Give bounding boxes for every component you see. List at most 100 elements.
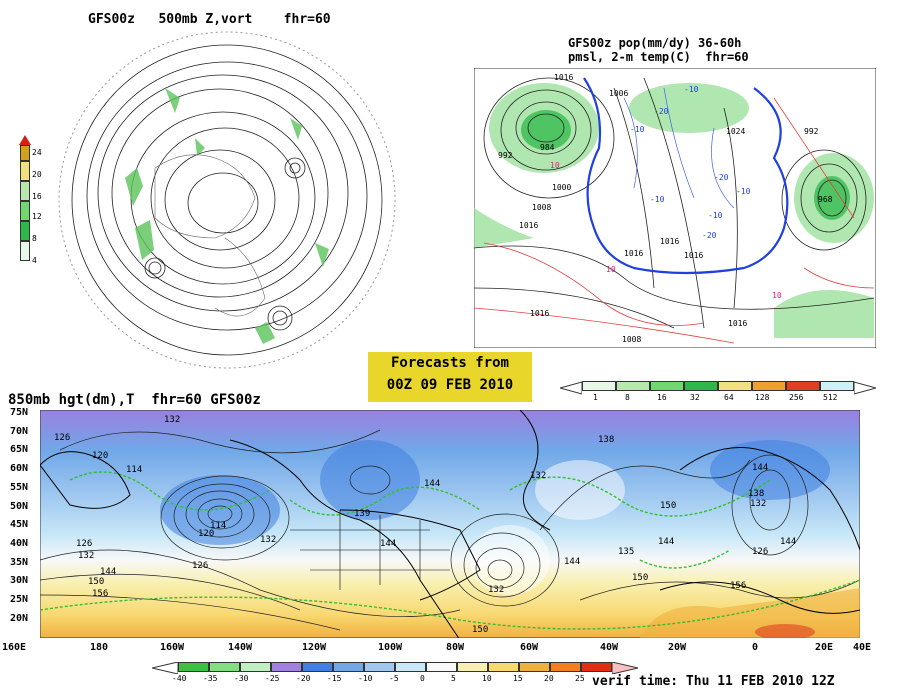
contour-label: 132 bbox=[750, 499, 766, 509]
latitude-label: 20N bbox=[10, 612, 29, 624]
colorbar-tick: 64 bbox=[724, 393, 734, 402]
colorbar-tick: 20 bbox=[544, 674, 554, 683]
contour-label: 144 bbox=[424, 479, 440, 489]
polar-map bbox=[58, 31, 396, 369]
contour-label: 120 bbox=[92, 451, 108, 461]
contour-label: 114 bbox=[210, 521, 226, 531]
colorbar-tick: 4 bbox=[32, 256, 37, 265]
isobar-label: 1016 bbox=[728, 319, 747, 328]
colorbar-tick: -30 bbox=[234, 674, 249, 683]
contour-label: 126 bbox=[76, 539, 92, 549]
precip-colorbar bbox=[582, 381, 854, 391]
banner-line2: 00Z 09 FEB 2010 bbox=[386, 377, 514, 393]
verif-time: verif time: Thu 11 FEB 2010 12Z bbox=[592, 674, 835, 689]
contour-label: 144 bbox=[752, 463, 768, 473]
colorbar-tick: 8 bbox=[32, 234, 37, 243]
longitude-label: 40W bbox=[600, 642, 619, 653]
contour-label: 132 bbox=[78, 551, 94, 561]
colorbar-tick: 25 bbox=[575, 674, 585, 683]
colorbar-tick: 128 bbox=[755, 393, 770, 402]
contour-label: 135 bbox=[618, 547, 634, 557]
polar-colorbar bbox=[19, 135, 31, 261]
contour-label: 132 bbox=[488, 585, 504, 595]
temp-label: -10 bbox=[630, 125, 645, 134]
isobar-label: 1016 bbox=[519, 221, 538, 230]
isobar-label: 1016 bbox=[624, 249, 643, 258]
colorbar-tick: 15 bbox=[513, 674, 523, 683]
colorbar-tick: -15 bbox=[327, 674, 342, 683]
isobar-label: 1016 bbox=[684, 251, 703, 260]
contour-label: 150 bbox=[660, 501, 676, 511]
colorbar-tick: 256 bbox=[789, 393, 804, 402]
hgt-map-title: 850mb hgt(dm),T fhr=60 GFS00z bbox=[8, 392, 261, 408]
longitude-label: 120W bbox=[302, 642, 327, 653]
temp-label: 10 bbox=[772, 291, 782, 300]
precip-map-title-line2: pmsl, 2-m temp(C) fhr=60 bbox=[568, 50, 749, 64]
temp-colorbar-left-arrow-icon bbox=[152, 662, 178, 674]
temp-label: -10 bbox=[736, 187, 751, 196]
contour-label: 132 bbox=[530, 471, 546, 481]
contour-label: 139 bbox=[354, 509, 370, 519]
colorbar-tick: 5 bbox=[451, 674, 456, 683]
latitude-label: 25N bbox=[10, 594, 29, 605]
longitude-label: 40E bbox=[853, 642, 872, 653]
colorbar-tick: -20 bbox=[296, 674, 311, 683]
temp-label: 10 bbox=[550, 161, 560, 170]
longitude-label: 140W bbox=[228, 642, 253, 653]
contour-label: 120 bbox=[198, 529, 214, 539]
hgt-temp-map: 132 126 120 114 114 120 126 132 126 132 … bbox=[40, 410, 860, 638]
forecast-banner: Forecasts from 00Z 09 FEB 2010 bbox=[368, 352, 532, 402]
longitude-label: 20E bbox=[815, 642, 834, 653]
contour-label: 144 bbox=[780, 537, 796, 547]
temp-label: -10 bbox=[708, 211, 723, 220]
colorbar-tick: -10 bbox=[358, 674, 373, 683]
isobar-label: 1016 bbox=[660, 237, 679, 246]
contour-label: 150 bbox=[472, 625, 488, 635]
temp-label: 10 bbox=[606, 265, 616, 274]
longitude-label: 160W bbox=[160, 642, 185, 653]
longitude-label: 60W bbox=[520, 642, 539, 653]
contour-label: 156 bbox=[730, 581, 746, 591]
longitude-label: 20W bbox=[668, 642, 687, 653]
latitude-label: 65N bbox=[10, 444, 29, 456]
isobar-label: 1008 bbox=[622, 335, 641, 344]
isobar-label: 1008 bbox=[532, 203, 551, 212]
isobar-label: 1000 bbox=[552, 183, 571, 192]
temp-label: -10 bbox=[684, 85, 699, 94]
colorbar-arrow-icon bbox=[19, 135, 31, 145]
contour-label: 126 bbox=[54, 433, 70, 443]
colorbar-tick: 512 bbox=[823, 393, 838, 402]
contour-label: 150 bbox=[88, 577, 104, 587]
contour-label: 114 bbox=[126, 465, 142, 475]
contour-label: 132 bbox=[164, 415, 180, 425]
isobar-label: 984 bbox=[540, 143, 555, 152]
precip-colorbar-right-arrow-icon bbox=[854, 381, 876, 395]
temp-colorbar-right-arrow-icon bbox=[612, 662, 638, 674]
latitude-label: 35N bbox=[10, 556, 29, 568]
isobar-label: 1024 bbox=[726, 127, 745, 136]
contour-label: 144 bbox=[100, 567, 116, 577]
colorbar-tick: 24 bbox=[32, 148, 42, 157]
temp-label: -20 bbox=[702, 231, 717, 240]
colorbar-tick: -25 bbox=[265, 674, 280, 683]
polar-map-title: GFS00z 500mb Z,vort fhr=60 bbox=[88, 12, 331, 27]
temp-colorbar bbox=[178, 662, 612, 672]
colorbar-tick: -40 bbox=[172, 674, 187, 683]
colorbar-tick: 12 bbox=[32, 212, 42, 221]
banner-line1: Forecasts from bbox=[390, 355, 509, 371]
isobar-label: 992 bbox=[804, 127, 819, 136]
colorbar-tick: 10 bbox=[482, 674, 492, 683]
contour-label: 144 bbox=[380, 539, 396, 549]
latitude-label: 70N bbox=[10, 425, 29, 437]
colorbar-tick: 16 bbox=[32, 192, 42, 201]
temp-label: -10 bbox=[650, 195, 665, 204]
longitude-label: 0 bbox=[752, 642, 759, 653]
colorbar-tick: 32 bbox=[690, 393, 700, 402]
temp-label: -20 bbox=[654, 107, 669, 116]
contour-label: 144 bbox=[658, 537, 674, 547]
longitude-label: 80W bbox=[446, 642, 465, 653]
precip-colorbar-left-arrow-icon bbox=[560, 381, 582, 395]
colorbar-tick: 20 bbox=[32, 170, 42, 179]
longitude-label: 180 bbox=[90, 642, 109, 653]
latitude-label: 40N bbox=[10, 537, 29, 549]
